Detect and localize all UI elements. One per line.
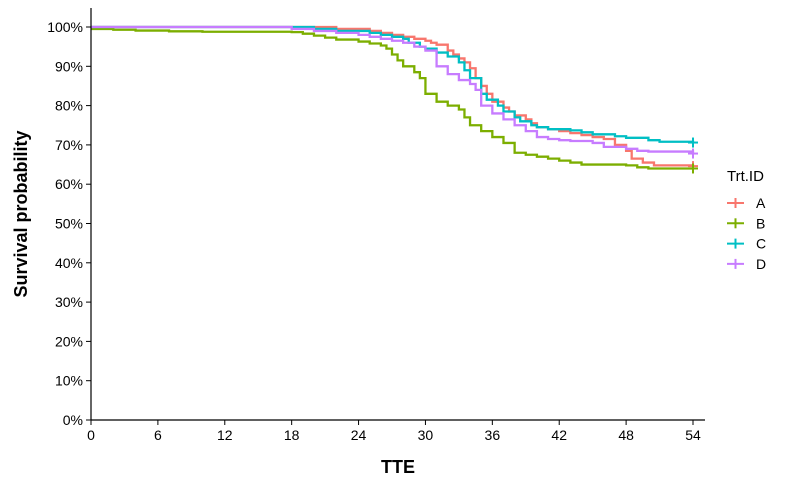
censor-mark-B xyxy=(688,163,698,174)
legend-label: C xyxy=(756,236,766,252)
legend-item-A: A xyxy=(727,195,766,211)
y-tick-label: 10% xyxy=(55,373,83,389)
y-tick-label: 80% xyxy=(55,98,83,114)
y-tick-label: 0% xyxy=(63,412,83,428)
series-line-C xyxy=(91,25,695,143)
censor-mark-D xyxy=(688,148,698,159)
legend-item-C: C xyxy=(727,236,766,252)
x-tick-label: 48 xyxy=(618,427,634,443)
series-line-A xyxy=(91,25,695,167)
x-tick-label: 36 xyxy=(485,427,501,443)
x-tick-label: 30 xyxy=(418,427,434,443)
y-axis-title: Survival probability xyxy=(11,130,31,297)
x-tick-label: 24 xyxy=(351,427,367,443)
y-tick-label: 60% xyxy=(55,176,83,192)
legend-title: Trt.ID xyxy=(727,168,764,185)
x-tick-label: 18 xyxy=(284,427,300,443)
y-tick-label: 100% xyxy=(47,19,83,35)
y-axis: 0% 10% 20% 30% 40% 50% 60% 70% 80% 90% 100% xyxy=(47,8,92,428)
y-tick-label: 90% xyxy=(55,58,83,74)
y-tick-label: 20% xyxy=(55,333,83,349)
y-tick-label: 30% xyxy=(55,294,83,310)
x-tick-label: 54 xyxy=(685,427,701,443)
legend-label: B xyxy=(756,215,765,231)
legend-item-B: B xyxy=(727,215,765,231)
x-tick-label: 0 xyxy=(87,427,95,443)
series-line-D xyxy=(91,25,695,154)
x-axis-title: TTE xyxy=(381,457,415,477)
legend-label: A xyxy=(756,195,766,211)
x-tick-label: 12 xyxy=(217,427,233,443)
plot-area xyxy=(91,25,698,174)
censor-mark-C xyxy=(688,137,698,148)
y-tick-label: 70% xyxy=(55,137,83,153)
y-tick-label: 40% xyxy=(55,255,83,271)
legend-item-D: D xyxy=(727,256,766,272)
x-tick-label: 42 xyxy=(551,427,567,443)
x-tick-label: 6 xyxy=(154,427,162,443)
legend-label: D xyxy=(756,256,766,272)
x-axis: 0 6 12 18 24 30 36 42 48 54 xyxy=(87,419,705,443)
series-line-B xyxy=(91,27,693,170)
y-tick-label: 50% xyxy=(55,216,83,232)
